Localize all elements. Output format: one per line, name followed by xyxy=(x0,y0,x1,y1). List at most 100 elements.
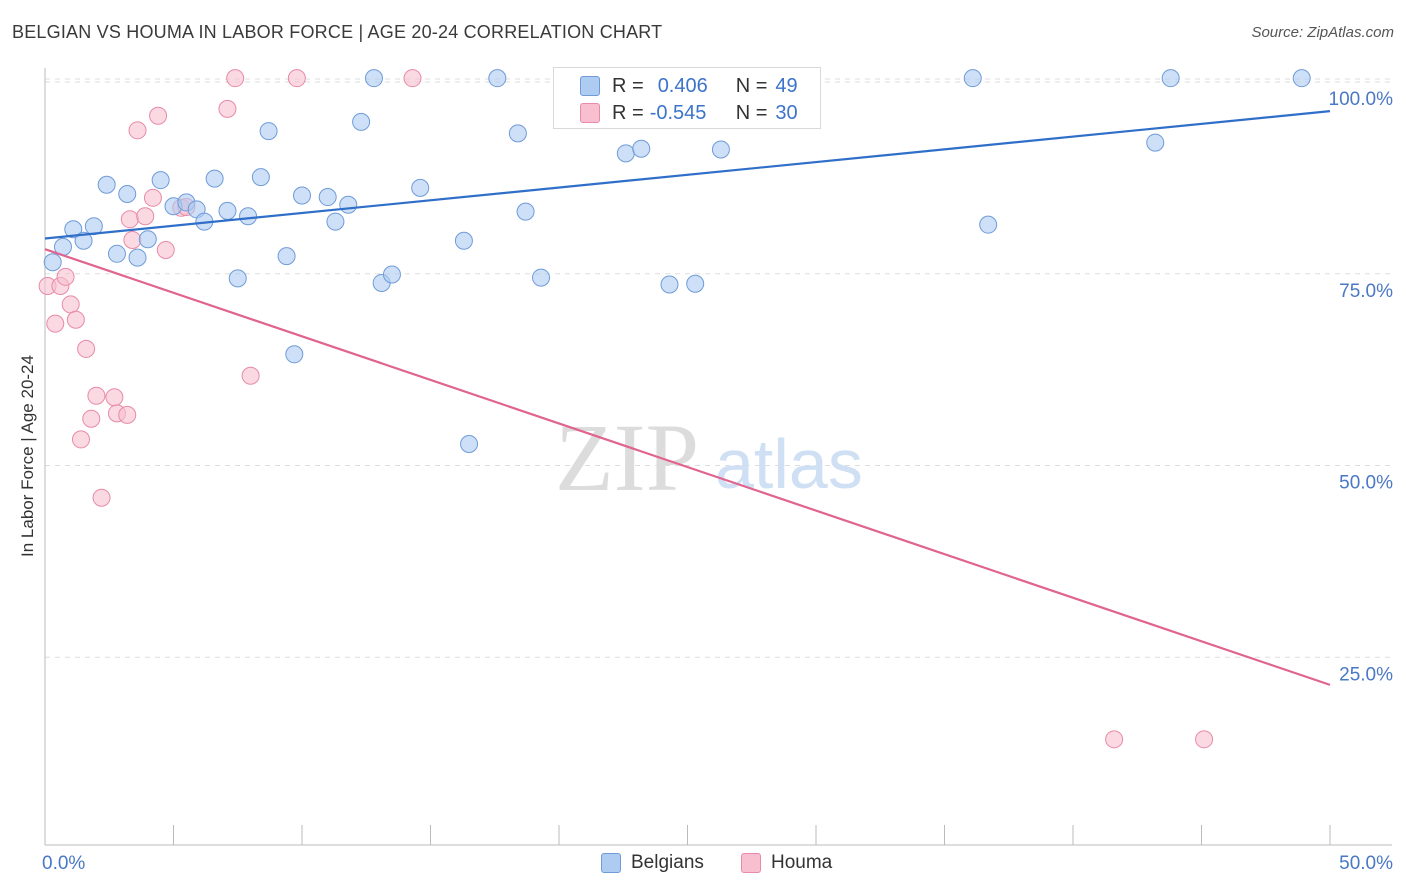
x-tick-labels: 0.0% 50.0% xyxy=(42,853,1393,874)
houma-point xyxy=(46,314,65,333)
belgian-point xyxy=(151,171,170,190)
houma-point xyxy=(403,69,422,88)
n-value: 49 xyxy=(775,74,798,97)
belgian-point xyxy=(277,247,296,266)
belgian-point xyxy=(118,184,137,203)
legend-row-belgians: R = 0.406 N = 49 xyxy=(554,73,798,99)
legend-row-houma: R = -0.545 N = 30 xyxy=(554,100,798,126)
belgian-point xyxy=(460,435,479,454)
houma-swatch xyxy=(580,103,600,123)
belgian-points xyxy=(43,69,1311,454)
belgians-legend-label: Belgians xyxy=(631,852,704,873)
n-label: N = xyxy=(735,101,768,124)
belgian-point xyxy=(228,269,247,288)
houma-point xyxy=(66,310,85,329)
belgian-point xyxy=(1292,69,1311,88)
belgian-point xyxy=(285,345,304,364)
houma-point xyxy=(118,405,137,424)
belgian-point xyxy=(352,112,371,131)
houma-point xyxy=(61,295,80,314)
belgian-point xyxy=(632,139,651,158)
belgian-point xyxy=(43,253,62,272)
belgian-point xyxy=(382,265,401,284)
belgian-point xyxy=(979,215,998,234)
houma-legend-swatch xyxy=(741,853,761,873)
belgian-point xyxy=(411,178,430,197)
belgian-point xyxy=(97,175,116,194)
y-tick-label: 75.0% xyxy=(1339,281,1393,302)
houma-point xyxy=(128,121,147,140)
r-label: R = xyxy=(612,74,644,97)
belgian-point xyxy=(107,244,126,263)
x-tick-label: 0.0% xyxy=(42,853,85,874)
belgian-point xyxy=(318,188,337,207)
n-value: 30 xyxy=(775,101,798,124)
belgian-point xyxy=(616,144,635,163)
y-tick-label: 50.0% xyxy=(1339,473,1393,494)
belgian-point xyxy=(339,195,358,214)
legend-item-belgians[interactable]: Belgians xyxy=(601,852,704,874)
houma-point xyxy=(71,430,90,449)
houma-trend-line xyxy=(44,248,1331,686)
houma-point xyxy=(156,240,175,259)
houma-point xyxy=(1195,730,1214,749)
legend-item-houma[interactable]: Houma xyxy=(741,852,832,874)
belgian-point xyxy=(660,275,679,294)
belgian-point xyxy=(293,186,311,205)
watermark-atlas: atlas xyxy=(715,425,863,503)
houma-point xyxy=(92,488,111,507)
belgian-point xyxy=(251,168,270,187)
belgian-point xyxy=(1161,69,1180,88)
n-label: N = xyxy=(735,74,768,97)
belgian-point xyxy=(128,248,147,267)
belgian-point xyxy=(711,140,730,159)
belgian-point xyxy=(239,207,258,226)
belgian-point xyxy=(532,268,551,287)
y-tick-labels: 25.0% 50.0% 75.0% 100.0% xyxy=(1329,89,1394,685)
belgian-point xyxy=(454,231,473,250)
y-tick-label: 100.0% xyxy=(1329,89,1394,110)
houma-point xyxy=(77,339,96,358)
belgians-swatch xyxy=(580,76,600,96)
belgian-point xyxy=(218,201,237,220)
source-credit: Source: ZipAtlas.com xyxy=(1251,24,1394,41)
houma-point xyxy=(123,231,142,250)
belgian-point xyxy=(963,69,982,88)
houma-point xyxy=(1105,730,1124,749)
r-value: -0.545 xyxy=(649,101,707,124)
belgian-point xyxy=(488,69,507,88)
belgians-legend-swatch xyxy=(601,853,621,873)
belgian-point xyxy=(364,69,383,88)
belgian-point xyxy=(508,124,527,143)
houma-point xyxy=(56,267,75,286)
belgian-point xyxy=(259,122,278,141)
houma-point xyxy=(105,388,124,407)
watermark-zip: ZIP xyxy=(555,404,699,511)
belgian-point xyxy=(205,169,224,188)
houma-point xyxy=(87,386,106,405)
houma-point xyxy=(143,188,162,207)
stats-legend: R = 0.406 N = 49 R = -0.545 N = 30 xyxy=(553,67,821,129)
belgian-point xyxy=(686,274,705,293)
houma-point xyxy=(120,210,139,229)
chart-title: BELGIAN VS HOUMA IN LABOR FORCE | AGE 20… xyxy=(12,22,663,42)
x-tick-label: 50.0% xyxy=(1339,853,1393,874)
houma-point xyxy=(218,99,237,118)
houma-point xyxy=(226,69,245,88)
belgian-point xyxy=(1146,133,1165,152)
houma-point xyxy=(287,69,306,88)
belgian-point xyxy=(74,231,93,250)
belgian-point xyxy=(516,202,535,221)
y-tick-label: 25.0% xyxy=(1339,664,1393,685)
trend-lines xyxy=(44,110,1331,686)
houma-point xyxy=(241,366,260,385)
belgian-point xyxy=(326,212,345,231)
belgian-point xyxy=(64,220,83,239)
r-label: R = xyxy=(612,101,644,124)
houma-point xyxy=(82,409,101,428)
houma-point xyxy=(136,207,155,226)
belgian-trend-line xyxy=(44,110,1331,240)
r-value: 0.406 xyxy=(657,74,708,97)
axes xyxy=(44,68,1392,846)
